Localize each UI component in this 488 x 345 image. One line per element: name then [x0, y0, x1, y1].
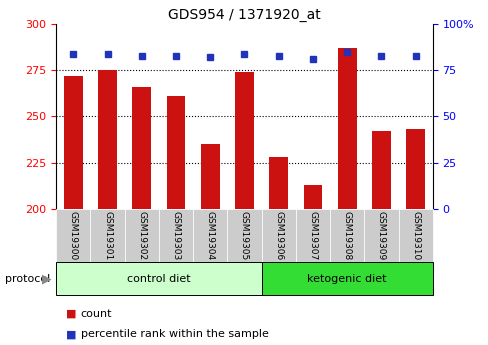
Bar [329, 209, 364, 262]
Bar [269, 157, 287, 209]
Bar [56, 262, 261, 295]
Bar [303, 185, 322, 209]
Bar [371, 131, 390, 209]
Text: control diet: control diet [127, 274, 190, 284]
Title: GDS954 / 1371920_at: GDS954 / 1371920_at [168, 8, 320, 22]
Text: GSM19302: GSM19302 [137, 211, 146, 260]
Text: protocol: protocol [5, 274, 50, 284]
Bar [261, 209, 295, 262]
Text: ■: ■ [66, 309, 76, 319]
Text: GSM19310: GSM19310 [410, 211, 419, 260]
Bar [227, 209, 261, 262]
Text: ▶: ▶ [41, 272, 51, 285]
Bar [295, 209, 329, 262]
Text: GSM19300: GSM19300 [69, 211, 78, 260]
Bar [132, 87, 151, 209]
Bar [406, 129, 424, 209]
Text: GSM19303: GSM19303 [171, 211, 180, 260]
Bar [64, 76, 82, 209]
Bar [56, 209, 90, 262]
Text: percentile rank within the sample: percentile rank within the sample [81, 329, 268, 339]
Text: ketogenic diet: ketogenic diet [307, 274, 386, 284]
Bar [98, 70, 117, 209]
Text: GSM19304: GSM19304 [205, 211, 214, 260]
Text: GSM19301: GSM19301 [103, 211, 112, 260]
Text: GSM19309: GSM19309 [376, 211, 385, 260]
Bar [124, 209, 159, 262]
Text: GSM19307: GSM19307 [308, 211, 317, 260]
Bar [261, 262, 432, 295]
Bar [166, 96, 185, 209]
Bar [201, 144, 219, 209]
Bar [159, 209, 193, 262]
Bar [398, 209, 432, 262]
Text: ■: ■ [66, 329, 76, 339]
Text: GSM19305: GSM19305 [240, 211, 248, 260]
Text: GSM19306: GSM19306 [274, 211, 283, 260]
Bar [235, 72, 253, 209]
Bar [90, 209, 124, 262]
Bar [193, 209, 227, 262]
Bar [337, 48, 356, 209]
Text: GSM19308: GSM19308 [342, 211, 351, 260]
Bar [364, 209, 398, 262]
Text: count: count [81, 309, 112, 319]
